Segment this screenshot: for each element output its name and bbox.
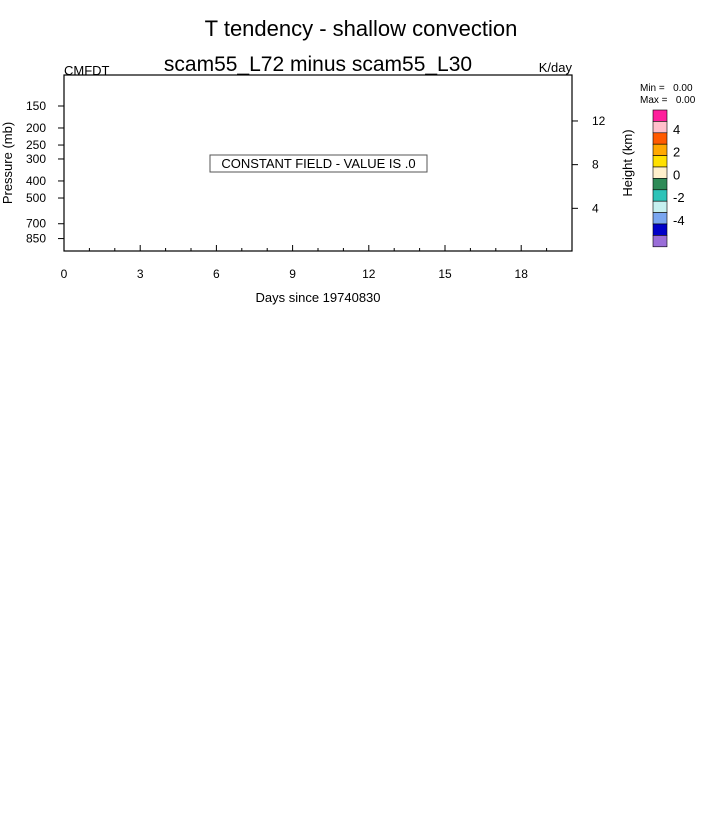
x-axis: 0 3 6 9 12 15 18 — [61, 245, 573, 281]
y-tick-label: 500 — [26, 191, 46, 205]
colorbar-swatch — [652, 189, 668, 202]
colorbar: 4 2 0 -2 -4 — [652, 109, 685, 248]
y-tick-label: 200 — [26, 121, 46, 135]
colorbar-swatch — [652, 143, 668, 156]
x-tick-label: 15 — [438, 267, 452, 281]
constant-field-message: CONSTANT FIELD - VALUE IS .0 — [221, 156, 415, 171]
colorbar-swatch — [652, 121, 668, 134]
y-tick-label: 150 — [26, 99, 46, 113]
colorbar-label: 4 — [673, 122, 680, 137]
x-tick-label: 6 — [213, 267, 220, 281]
right-tick-label: 4 — [592, 201, 599, 215]
x-tick-label: 9 — [289, 267, 296, 281]
colorbar-swatch — [652, 155, 668, 168]
colorbar-swatch — [652, 166, 668, 179]
units-label: K/day — [539, 60, 573, 75]
colorbar-label: -2 — [673, 190, 685, 205]
colorbar-swatch — [652, 223, 668, 236]
right-axis: 12 8 4 — [572, 114, 606, 215]
colorbar-swatch — [652, 212, 668, 225]
colorbar-label: 0 — [673, 167, 680, 182]
y-tick-label: 250 — [26, 138, 46, 152]
x-tick-label: 3 — [137, 267, 144, 281]
colorbar-swatch — [652, 132, 668, 145]
chart-title: T tendency - shallow convection — [205, 16, 518, 41]
x-tick-label: 0 — [61, 267, 68, 281]
colorbar-label: -4 — [673, 213, 685, 228]
right-tick-label: 8 — [592, 158, 599, 172]
constant-field-box — [209, 154, 428, 173]
colorbar-swatch — [652, 235, 668, 248]
variable-label: CMFDT — [64, 63, 110, 78]
right-tick-label: 12 — [592, 114, 606, 128]
y-tick-label: 400 — [26, 174, 46, 188]
y-tick-label: 850 — [26, 232, 46, 246]
y-tick-label: 700 — [26, 217, 46, 231]
chart-subtitle: scam55_L72 minus scam55_L30 — [164, 53, 472, 76]
min-label: Min = 0.00 — [640, 83, 693, 94]
x-tick-label: 18 — [515, 267, 529, 281]
max-label: Max = 0.00 — [640, 95, 696, 106]
y-axis-title: Pressure (mb) — [0, 122, 15, 204]
x-tick-label: 12 — [362, 267, 376, 281]
colorbar-swatch — [652, 109, 668, 122]
y-tick-label: 300 — [26, 152, 46, 166]
colorbar-swatch — [652, 200, 668, 213]
x-axis-title: Days since 19740830 — [255, 290, 380, 305]
right-axis-title: Height (km) — [620, 129, 635, 196]
colorbar-swatch — [652, 178, 668, 191]
colorbar-label: 2 — [673, 145, 680, 160]
